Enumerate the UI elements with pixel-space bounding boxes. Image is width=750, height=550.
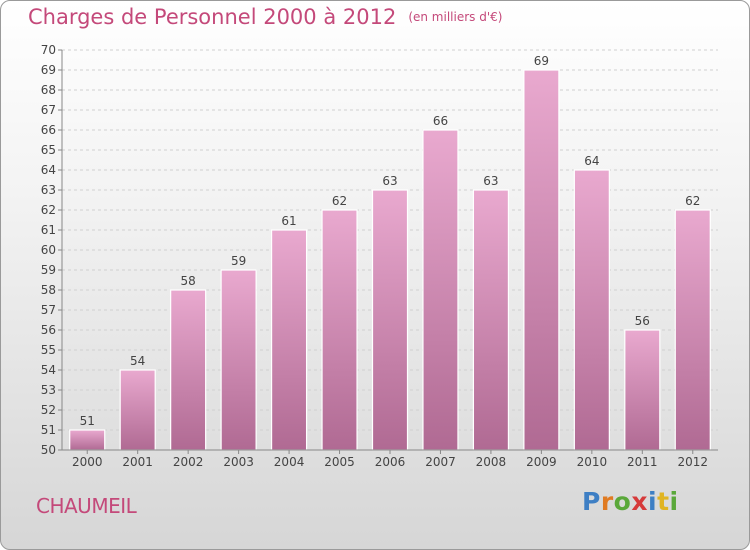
bar-2006 [371, 189, 409, 451]
x-tick-label-2009: 2009 [526, 455, 557, 469]
data-label-2009: 69 [534, 54, 549, 68]
y-tick-label: 59 [41, 263, 56, 277]
y-tick-label: 57 [41, 303, 56, 317]
y-tick-label: 58 [41, 283, 56, 297]
y-tick-label: 50 [41, 443, 56, 457]
y-tick-label: 67 [41, 103, 56, 117]
data-label-2002: 58 [181, 274, 196, 288]
bar-2002 [170, 289, 207, 451]
bar-2003 [220, 269, 257, 451]
x-tick-label-2006: 2006 [375, 455, 406, 469]
y-tick-label: 62 [41, 203, 56, 217]
x-tick-label-2003: 2003 [223, 455, 254, 469]
data-label-2007: 66 [433, 114, 448, 128]
y-tick-label: 63 [41, 183, 56, 197]
y-tick-label: 65 [41, 143, 56, 157]
x-tick-label-2011: 2011 [627, 455, 658, 469]
y-tick-label: 69 [41, 63, 56, 77]
bar-2011 [624, 329, 661, 451]
x-axis: 2000 2001 2002 2003 2004 2005 2006 2007 2008 2009… [62, 449, 718, 469]
chart-subtitle: (en milliers d'€) [408, 10, 503, 24]
x-tick-label-2005: 2005 [324, 455, 355, 469]
y-tick-label: 60 [41, 243, 56, 257]
y-axis: 50 51 52 53 54 55 56 57 58 59 60 61 62 63 64 65 66 67 68 69… [41, 43, 63, 457]
y-tick-label: 68 [41, 83, 56, 97]
y-tick-label: 66 [41, 123, 56, 137]
x-tick-label-2001: 2001 [122, 455, 153, 469]
x-tick-label-2000: 2000 [72, 455, 103, 469]
data-label-2010: 64 [584, 154, 599, 168]
town-name: CHAUMEIL [36, 494, 137, 518]
title-text: Charges de Personnel 2000 à 2012 [28, 5, 397, 29]
x-tick-label-2012: 2012 [677, 455, 708, 469]
bar-2009 [523, 69, 560, 451]
proxiti-logo: Proxiti [582, 487, 679, 516]
y-tick-label: 56 [41, 323, 56, 337]
data-label-2003: 59 [231, 254, 246, 268]
x-tick-label-2008: 2008 [476, 455, 507, 469]
bars: 51 54 58 59 61 62 63 66 63 69 64 56 62 [69, 54, 711, 451]
y-tick-label: 70 [41, 43, 56, 57]
y-tick-label: 55 [41, 343, 56, 357]
x-tick-label-2002: 2002 [173, 455, 204, 469]
bar-2001 [119, 369, 156, 451]
bar-2004 [270, 229, 308, 451]
bar-2007 [422, 129, 459, 451]
data-label-2005: 62 [332, 194, 347, 208]
bar-2010 [573, 169, 610, 451]
x-tick-label-2007: 2007 [425, 455, 456, 469]
bar-2005 [321, 209, 358, 451]
data-label-2012: 62 [685, 194, 700, 208]
data-label-2000: 51 [80, 414, 95, 428]
y-tick-label: 53 [41, 383, 56, 397]
data-label-2006: 63 [382, 174, 397, 188]
data-label-2001: 54 [130, 354, 145, 368]
data-label-2011: 56 [635, 314, 650, 328]
chart-title: Charges de Personnel 2000 à 2012 (en mill… [28, 5, 502, 29]
x-tick-label-2010: 2010 [577, 455, 608, 469]
data-label-2004: 61 [281, 214, 296, 228]
y-tick-label: 52 [41, 403, 56, 417]
data-label-2008: 63 [483, 174, 498, 188]
bar-2000 [69, 429, 106, 451]
y-tick-label: 61 [41, 223, 56, 237]
y-tick-label: 54 [41, 363, 56, 377]
bar-2012 [674, 209, 711, 451]
bar-2008 [472, 189, 510, 451]
y-tick-label: 64 [41, 163, 56, 177]
y-tick-label: 51 [41, 423, 56, 437]
x-tick-label-2004: 2004 [274, 455, 305, 469]
